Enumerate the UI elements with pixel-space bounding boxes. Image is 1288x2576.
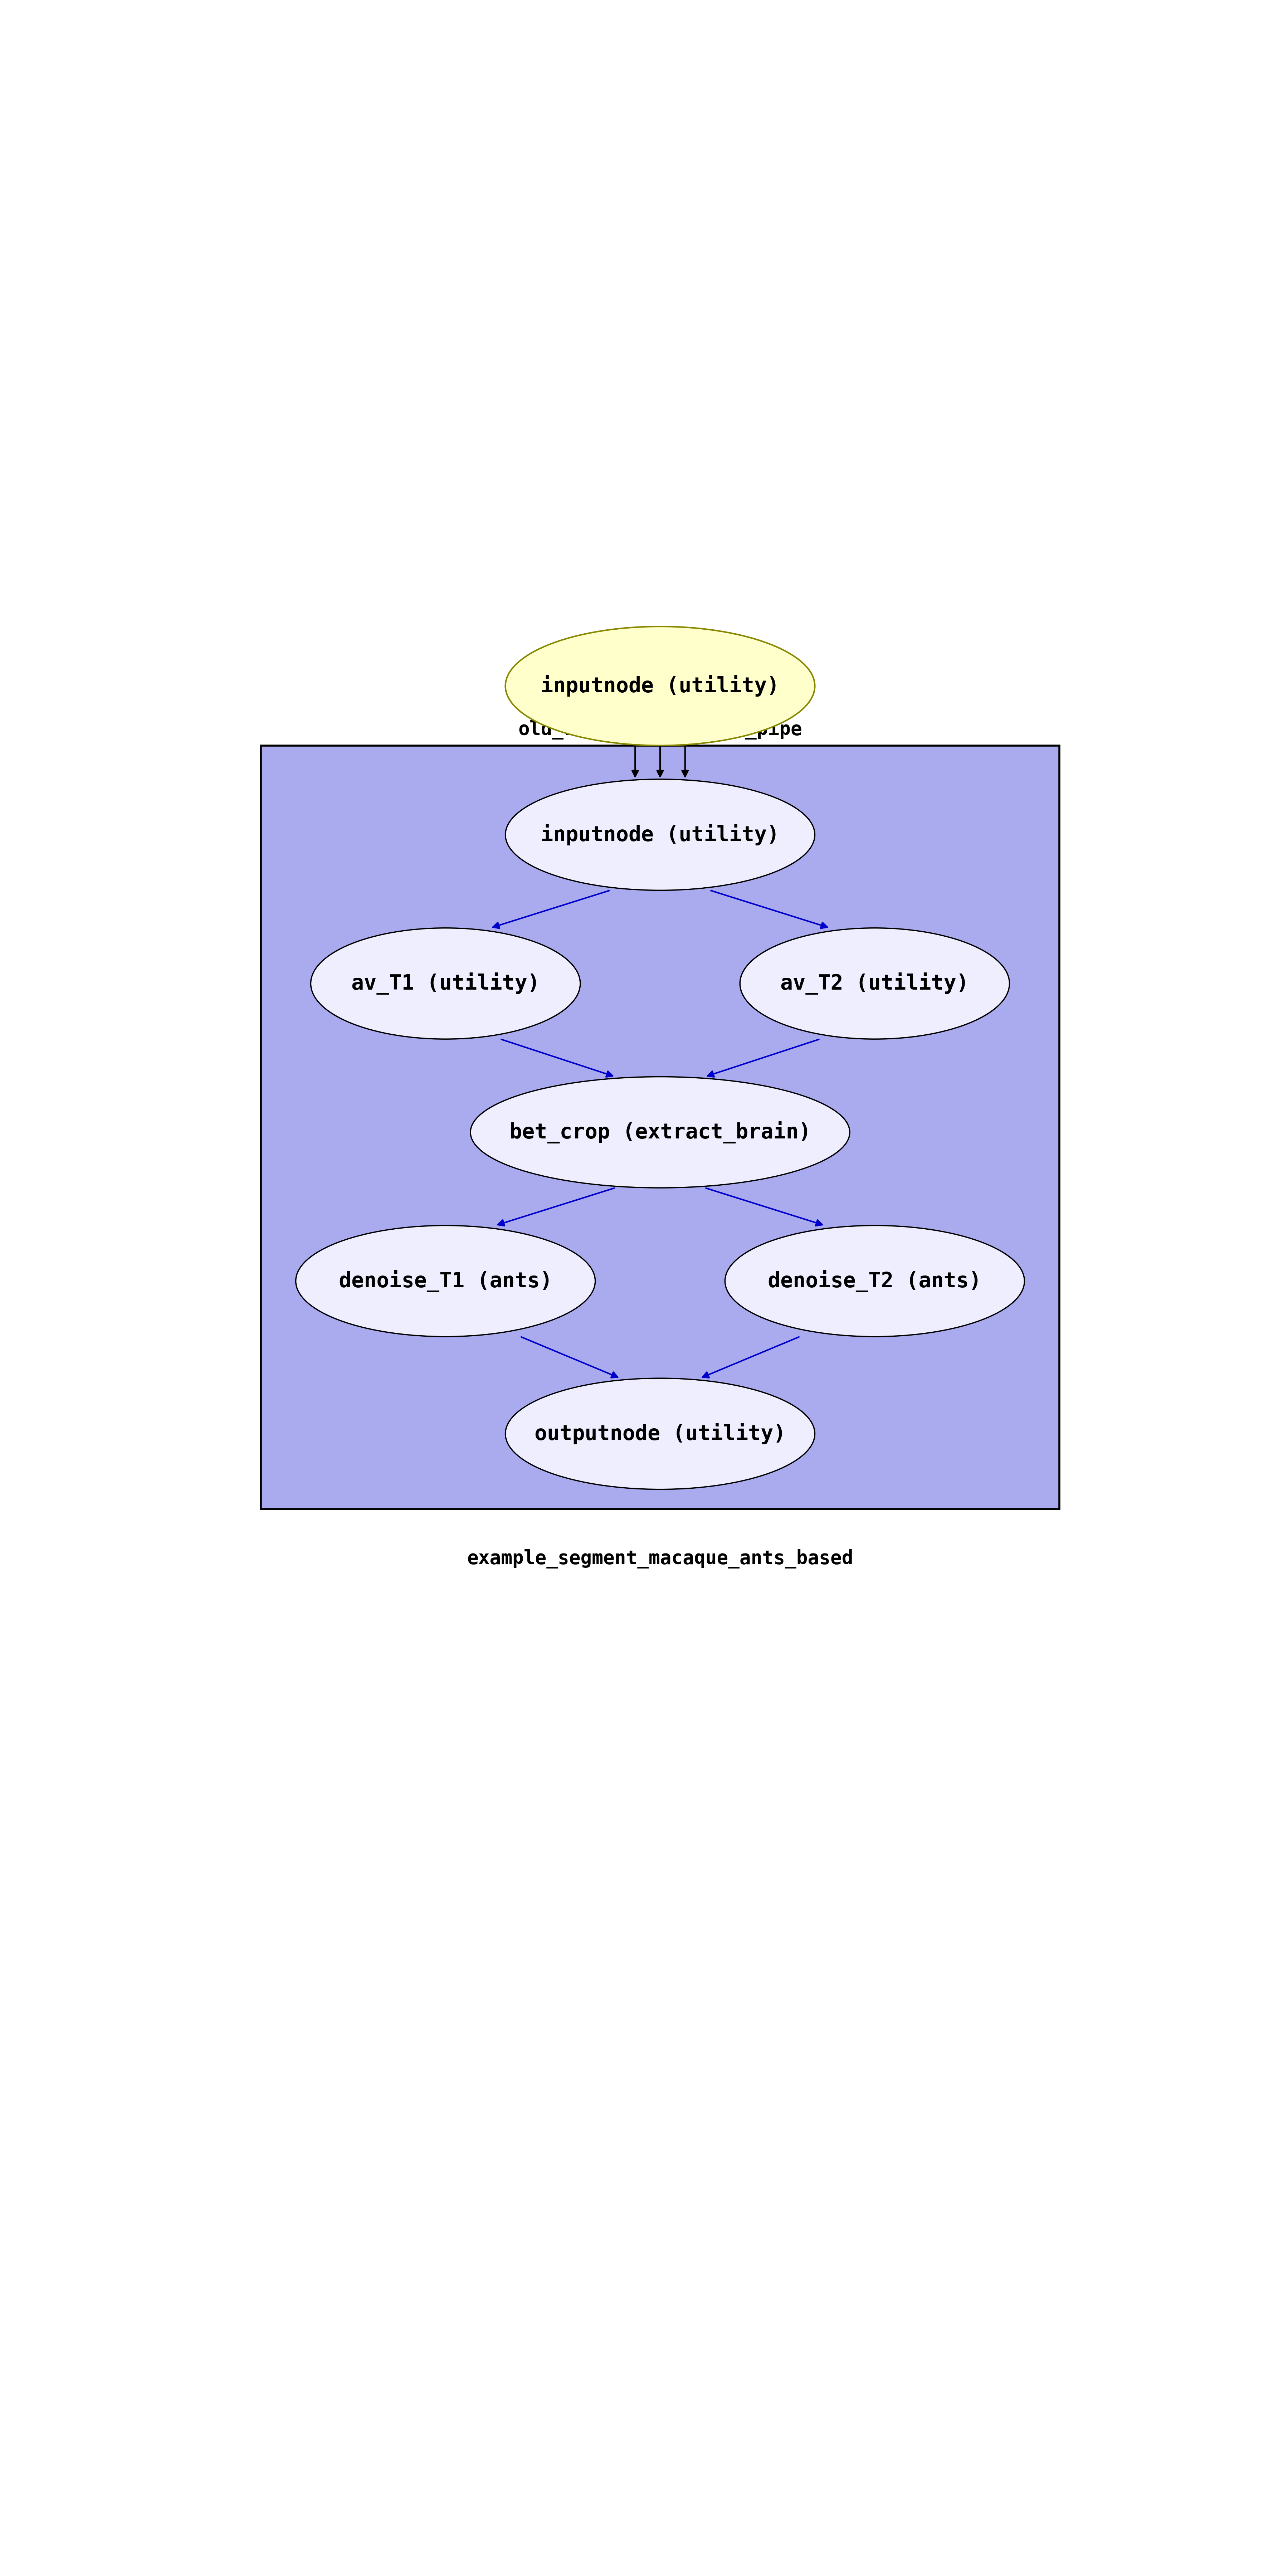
Text: av_T2 (utility): av_T2 (utility) (781, 971, 969, 994)
Text: denoise_T2 (ants): denoise_T2 (ants) (768, 1270, 981, 1293)
Text: outputnode (utility): outputnode (utility) (535, 1422, 786, 1445)
Text: example_segment_macaque_ants_based: example_segment_macaque_ants_based (468, 1548, 853, 1569)
Text: av_T1 (utility): av_T1 (utility) (352, 971, 540, 994)
Ellipse shape (739, 927, 1010, 1038)
Text: bet_crop (extract_brain): bet_crop (extract_brain) (509, 1121, 811, 1144)
Ellipse shape (470, 1077, 850, 1188)
Ellipse shape (296, 1226, 595, 1337)
Ellipse shape (505, 626, 815, 744)
Ellipse shape (310, 927, 581, 1038)
Text: denoise_T1 (ants): denoise_T1 (ants) (339, 1270, 553, 1293)
Ellipse shape (725, 1226, 1024, 1337)
FancyBboxPatch shape (260, 744, 1059, 1510)
Text: old_data_preparation_pipe: old_data_preparation_pipe (518, 719, 802, 739)
Ellipse shape (505, 778, 815, 891)
Text: inputnode (utility): inputnode (utility) (541, 675, 779, 696)
Ellipse shape (505, 1378, 815, 1489)
Text: inputnode (utility): inputnode (utility) (541, 824, 779, 845)
